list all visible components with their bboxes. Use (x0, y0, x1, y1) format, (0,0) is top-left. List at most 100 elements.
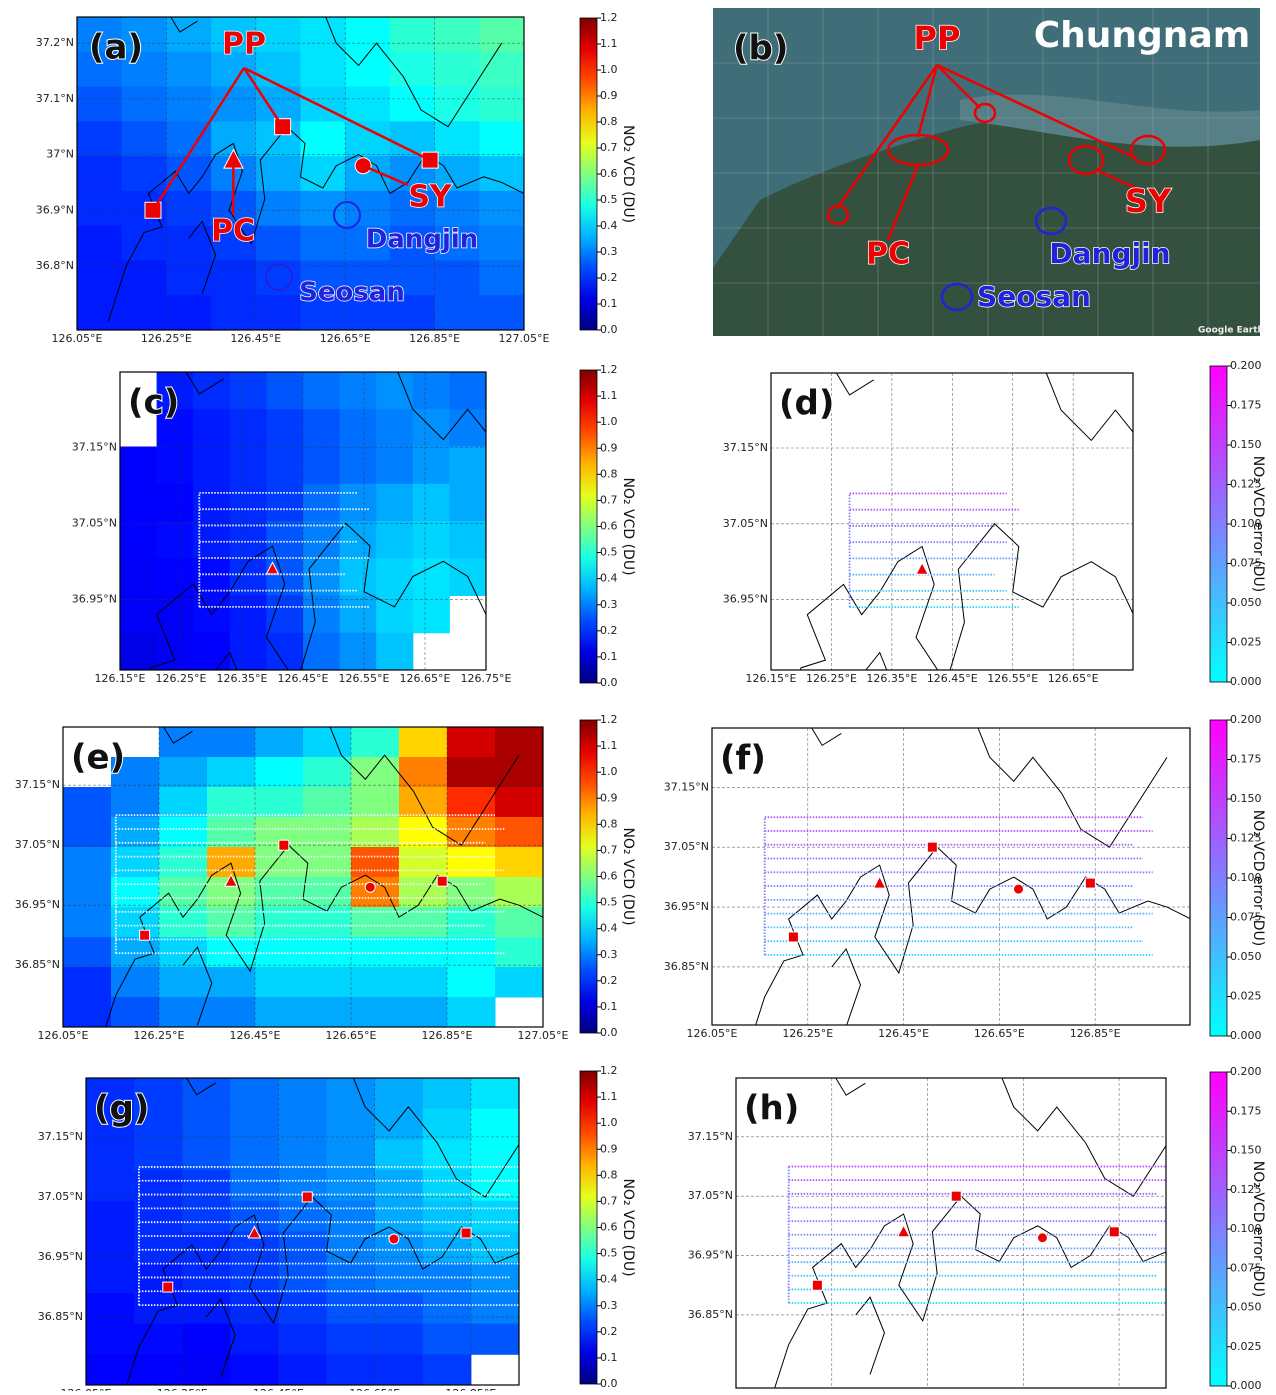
grid-cell (134, 1139, 183, 1170)
panel-label: (e) (71, 738, 125, 778)
grid-cell (303, 372, 340, 410)
grid-cell (278, 1078, 327, 1109)
x-tick-label: 126.35°E (866, 672, 917, 685)
colorbar (1210, 1072, 1227, 1386)
grid-cell (351, 847, 400, 878)
colorbar-tick-label: 0.3 (600, 245, 618, 258)
grid-cell (495, 817, 544, 848)
colorbar (580, 370, 597, 683)
colorbar-tick-label: 0.3 (600, 598, 618, 611)
grid-cell (266, 521, 303, 559)
grid-cell (479, 52, 524, 87)
grid-cell (157, 447, 194, 485)
grid-cell (207, 787, 256, 818)
grid-cell (375, 1139, 424, 1170)
grid-cell (159, 877, 208, 908)
grid-cell (376, 409, 413, 447)
x-tick-label: 126.65°E (974, 1027, 1025, 1040)
y-tick-label: 37.15°N (664, 780, 709, 793)
grid-cell (182, 1109, 231, 1140)
grid-cell (447, 997, 496, 1028)
grid-cell (134, 1293, 183, 1324)
grid-cell (495, 967, 544, 998)
grid-cell (207, 757, 256, 788)
grid-cell (376, 521, 413, 559)
grid-cell (111, 967, 160, 998)
grid-cell (166, 87, 211, 122)
annotation: Chungnam (1034, 15, 1251, 56)
coastline (856, 1297, 885, 1374)
panel-label: (f) (720, 739, 766, 779)
grid-cell (301, 52, 346, 87)
grid-cell (255, 937, 304, 968)
grid-cell (413, 558, 450, 596)
grid-cell (345, 191, 390, 226)
colorbar-label: NO₂ VCD (DU) (620, 827, 636, 925)
colorbar-tick-label: 0.050 (1230, 596, 1262, 609)
colorbar-tick-label: 0.1 (600, 1351, 618, 1364)
grid-cell (413, 484, 450, 522)
power-plant (140, 930, 150, 940)
grid-cell (207, 967, 256, 998)
grid-cell (435, 17, 480, 52)
grid-cell (447, 877, 496, 908)
grid-cell (63, 847, 112, 878)
grid-cell (182, 1201, 231, 1232)
grid-cell (376, 484, 413, 522)
x-tick-label: 127.05°E (499, 332, 550, 345)
x-tick-label: 126.05°E (38, 1029, 89, 1042)
panel-label: (g) (94, 1089, 149, 1129)
y-tick-label: 37.05°N (72, 516, 117, 529)
grid-cell (479, 121, 524, 156)
grid-cell (399, 967, 448, 998)
grid-cell (303, 596, 340, 634)
colorbar-tick-label: 1.1 (600, 739, 618, 752)
grid-cell (207, 847, 256, 878)
colorbar-tick-label: 1.0 (600, 1116, 618, 1129)
grid-cell (435, 295, 480, 330)
grid-cell (471, 1201, 520, 1232)
grid-cell (340, 484, 377, 522)
grid-cell (182, 1324, 231, 1355)
grid-cell (375, 1354, 424, 1385)
colorbar-label: NO₂ VCD error (DU) (1250, 456, 1266, 592)
colorbar-tick-label: 0.4 (600, 219, 618, 232)
coastline (975, 721, 1167, 847)
grid-cell (256, 191, 301, 226)
grid-cell (278, 1201, 327, 1232)
colorbar-tick-label: 0.0 (600, 1026, 618, 1039)
grid-cell (495, 847, 544, 878)
grid-cell (230, 1354, 279, 1385)
colorbar-tick-label: 0.6 (600, 520, 618, 533)
y-tick-label: 37.05°N (38, 1190, 83, 1203)
y-tick-label: 37.1°N (36, 92, 74, 105)
grid-cell (266, 447, 303, 485)
grid-cell (340, 633, 377, 671)
colorbar-tick-label: 0.000 (1230, 1029, 1262, 1042)
y-tick-label: 36.85°N (688, 1308, 733, 1321)
power-plant (1109, 1227, 1119, 1237)
colorbar-tick-label: 0.0 (600, 676, 618, 689)
x-tick-label: 126.25°E (134, 1029, 185, 1042)
panel-label: (h) (744, 1089, 799, 1129)
y-tick-label: 36.95°N (723, 593, 768, 606)
grid-cell (166, 52, 211, 87)
grid-cell (122, 121, 167, 156)
grid-cell (399, 847, 448, 878)
annotation: PC (866, 237, 910, 272)
grid-cell (375, 1324, 424, 1355)
grid-cell (303, 997, 352, 1028)
power-plant (302, 1192, 312, 1202)
grid-cell (303, 757, 352, 788)
grid-cell (63, 817, 112, 848)
colorbar-tick-label: 0.000 (1230, 675, 1262, 688)
x-tick-label: 126.45°E (230, 1029, 281, 1042)
colorbar-tick-label: 1.1 (600, 1090, 618, 1103)
grid-cell (77, 87, 122, 122)
colorbar-label: NO₂ VCD (DU) (620, 477, 636, 575)
grid-cell (447, 727, 496, 758)
grid-cell (86, 1201, 135, 1232)
grid-cell (111, 937, 160, 968)
colorbar-tick-label: 0.5 (600, 896, 618, 909)
grid-cell (471, 1078, 520, 1109)
